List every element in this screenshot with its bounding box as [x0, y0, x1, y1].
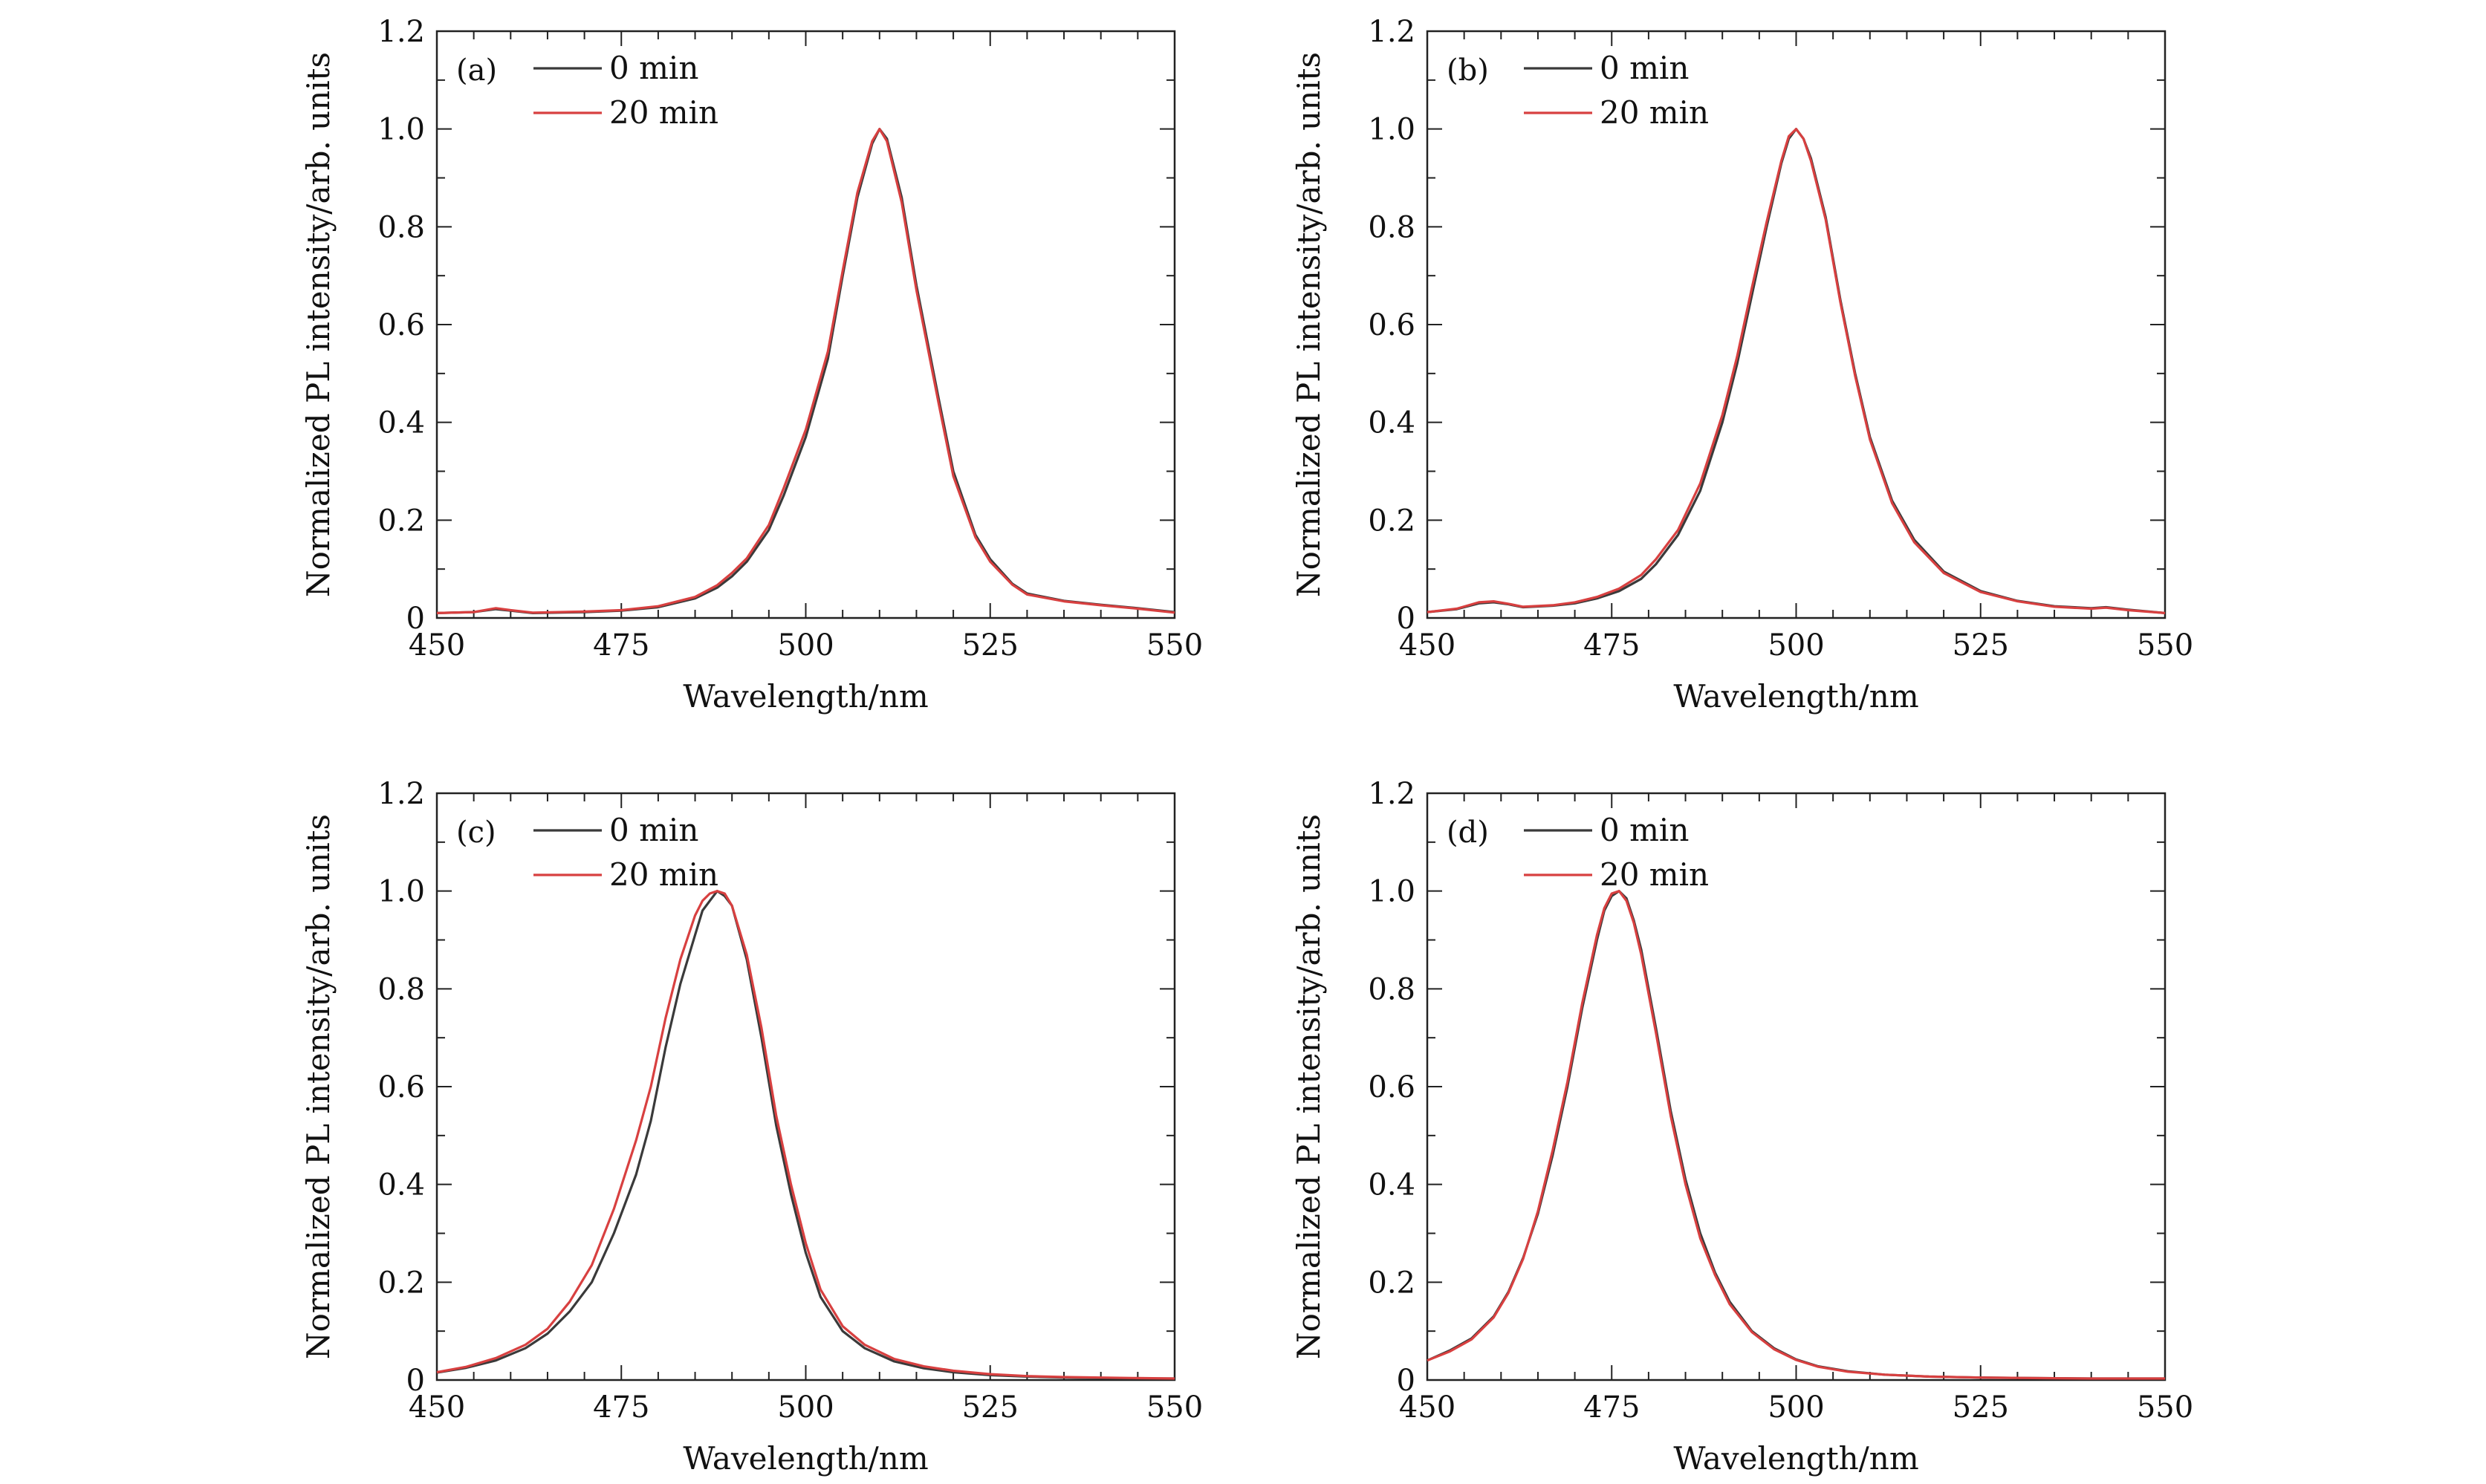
legend-label: 20 min — [1600, 94, 1709, 131]
y-tick-label: 0.8 — [1368, 972, 1415, 1006]
x-tick-label: 475 — [1583, 1390, 1640, 1425]
legend-label: 20 min — [609, 856, 718, 893]
y-axis-title: Normalized PL intensity/arb. units — [300, 52, 337, 597]
plot-frame — [435, 792, 1176, 1382]
x-tick-label: 475 — [593, 628, 649, 663]
y-tick-label: 0 — [406, 1364, 425, 1398]
x-tick-label: 475 — [1583, 628, 1640, 663]
y-tick-label: 0.8 — [1368, 210, 1415, 244]
x-tick-label: 500 — [1768, 628, 1824, 663]
x-tick-label: 550 — [1146, 628, 1203, 663]
y-tick-label: 0.4 — [1368, 1168, 1415, 1203]
y-tick-label: 0.6 — [1368, 308, 1415, 342]
y-tick-label: 0.2 — [377, 1266, 425, 1300]
x-tick-label: 525 — [962, 628, 1019, 663]
x-tick-label: 525 — [962, 1390, 1019, 1425]
panel-label: (a) — [456, 53, 497, 88]
series-line — [1427, 890, 2165, 1380]
y-tick-label: 0.4 — [377, 406, 425, 440]
x-axis-title: Wavelength/nm — [683, 678, 928, 715]
x-tick-label: 500 — [777, 628, 834, 663]
legend-label: 0 min — [609, 812, 698, 848]
y-tick-label: 0 — [1397, 1364, 1415, 1398]
x-tick-label: 550 — [2137, 1390, 2193, 1425]
plot-frame — [435, 30, 1176, 619]
legend-label: 20 min — [609, 94, 718, 131]
x-axis-title: Wavelength/nm — [1673, 678, 1918, 715]
y-tick-label: 0.6 — [377, 308, 425, 342]
y-tick-label: 0.4 — [377, 1168, 425, 1203]
y-tick-label: 0.2 — [377, 504, 425, 538]
chart-panel: 450 475 500 525 550 0 0.2 0.4 0.6 0.8 1.0 1.2 Wavele… — [300, 15, 1203, 715]
x-tick-label: 500 — [777, 1390, 834, 1425]
chart-panel: 450 475 500 525 550 0 0.2 0.4 0.6 0.8 1.0 1.2 Wavele… — [1291, 777, 2193, 1477]
series-line — [1427, 128, 2166, 614]
y-tick-label: 0 — [1397, 602, 1415, 636]
y-tick-label: 1.2 — [377, 15, 425, 49]
chart-panel: 450 475 500 525 550 0 0.2 0.4 0.6 0.8 1.0 1.2 Wavele… — [300, 777, 1203, 1477]
x-axis-title: Wavelength/nm — [1673, 1440, 1918, 1477]
y-axis-title: Normalized PL intensity/arb. units — [1291, 52, 1327, 597]
panel-label: (b) — [1447, 53, 1489, 88]
series-line — [1427, 890, 2165, 1380]
chart-panel: 450 475 500 525 550 0 0.2 0.4 0.6 0.8 1.0 1.2 Wavele… — [1291, 15, 2193, 715]
series-line — [1427, 128, 2166, 614]
legend-label: 20 min — [1600, 856, 1709, 893]
y-tick-label: 0.2 — [1368, 504, 1415, 538]
y-tick-label: 0.4 — [1368, 406, 1415, 440]
x-tick-label: 450 — [1399, 628, 1455, 663]
y-tick-label: 1.2 — [377, 777, 425, 811]
x-tick-label: 475 — [593, 1390, 649, 1425]
series-line — [436, 890, 1175, 1380]
y-tick-label: 0.6 — [1368, 1070, 1415, 1104]
x-tick-label: 525 — [1953, 1390, 2009, 1425]
x-tick-label: 550 — [2137, 628, 2193, 663]
y-tick-label: 0 — [406, 602, 425, 636]
legend-label: 0 min — [1600, 50, 1689, 86]
y-tick-label: 1.0 — [1368, 875, 1415, 909]
y-axis-title: Normalized PL intensity/arb. units — [300, 814, 337, 1359]
x-tick-label: 550 — [1146, 1390, 1203, 1425]
y-tick-label: 1.0 — [377, 875, 425, 909]
x-tick-label: 450 — [409, 628, 465, 663]
x-tick-label: 525 — [1953, 628, 2009, 663]
x-axis-title: Wavelength/nm — [683, 1440, 928, 1477]
x-tick-label: 450 — [1399, 1390, 1455, 1425]
plot-frame — [1426, 792, 2167, 1382]
y-tick-label: 0.8 — [377, 972, 425, 1006]
legend-label: 0 min — [609, 50, 698, 86]
y-tick-label: 0.2 — [1368, 1266, 1415, 1300]
plot-frame — [1426, 30, 2167, 619]
series-line — [436, 128, 1175, 615]
panel-label: (d) — [1447, 816, 1489, 850]
y-tick-label: 1.2 — [1368, 15, 1415, 49]
y-axis-title: Normalized PL intensity/arb. units — [1291, 814, 1327, 1359]
legend-label: 0 min — [1600, 812, 1689, 848]
x-tick-label: 500 — [1768, 1390, 1824, 1425]
x-tick-label: 450 — [409, 1390, 465, 1425]
y-tick-label: 1.0 — [1368, 113, 1415, 147]
y-tick-label: 0.8 — [377, 210, 425, 244]
y-tick-label: 1.0 — [377, 113, 425, 147]
y-tick-label: 1.2 — [1368, 777, 1415, 811]
y-tick-label: 0.6 — [377, 1070, 425, 1104]
series-line — [436, 890, 1175, 1380]
series-line — [436, 128, 1175, 614]
panel-label: (c) — [456, 816, 496, 850]
